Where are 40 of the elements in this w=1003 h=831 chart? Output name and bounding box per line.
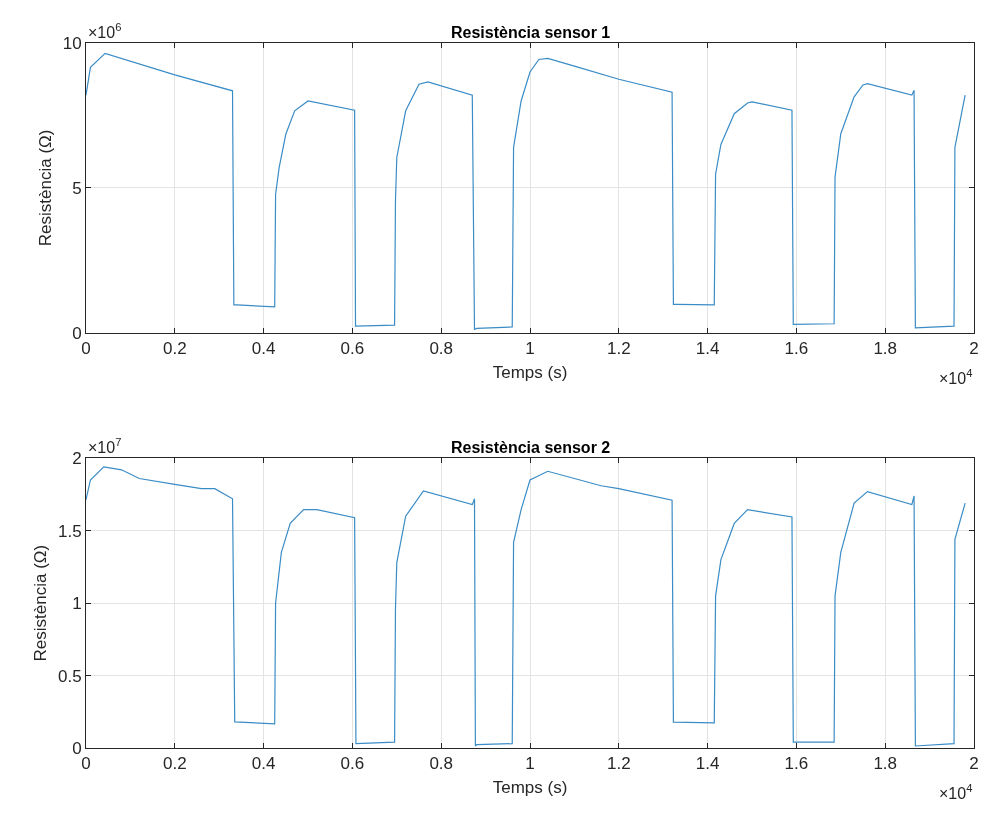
text: ×10$^{7}$	[88, 436, 122, 456]
x-tick-label: 2	[969, 339, 979, 359]
x-tick-label: 1.6	[784, 339, 809, 359]
y-tick-label: 1.5	[57, 521, 82, 541]
line-series	[86, 52, 966, 330]
x-axis-title: Temps (s)	[492, 362, 568, 382]
x-tick-label: 0.4	[251, 339, 276, 359]
x-tick-label: 1.6	[784, 754, 809, 774]
x-tick-label: 0.6	[340, 754, 365, 774]
x-tick-label: 0.8	[429, 754, 454, 774]
x-tick-label: 0.4	[251, 754, 276, 774]
y-tick-label: 0	[72, 738, 82, 758]
x-tick-label: 1	[525, 754, 535, 774]
x-tick-label: 0.2	[162, 754, 187, 774]
y-tick-label: 1	[72, 594, 82, 614]
x-tick-label: 0.8	[429, 339, 454, 359]
y-tick-label: 0.5	[57, 666, 82, 686]
x-tick-label: 1.8	[873, 754, 898, 774]
y-axis-title: Resistència (Ω)	[31, 544, 51, 662]
chart-title: Resistència sensor 1	[451, 24, 611, 41]
text: ×10$^{6}$	[88, 21, 122, 41]
x-tick-label: 2	[969, 754, 979, 774]
y-tick-label: 5	[72, 178, 82, 198]
x-tick-label: 1.2	[606, 339, 631, 359]
x-axis-title: Temps (s)	[492, 777, 568, 797]
x-tick-label: 0.2	[162, 339, 187, 359]
y-tick-label: 10	[62, 33, 82, 53]
y-tick-label: 0	[72, 323, 82, 343]
y-tick-label: 2	[72, 449, 82, 469]
chart-title: Resistència sensor 2	[451, 439, 611, 456]
x-tick-label: 1.4	[695, 339, 720, 359]
x-tick-label: 0.6	[340, 339, 365, 359]
text: ×10$^{4}$	[939, 782, 973, 802]
x-tick-label: 1.8	[873, 339, 898, 359]
x-tick-label: 1	[525, 339, 535, 359]
y-axis-title: Resistència (Ω)	[36, 129, 56, 247]
x-tick-label: 1.4	[695, 754, 720, 774]
text: ×10$^{4}$	[939, 367, 973, 387]
line-series	[86, 466, 966, 747]
x-tick-label: 1.2	[606, 754, 631, 774]
